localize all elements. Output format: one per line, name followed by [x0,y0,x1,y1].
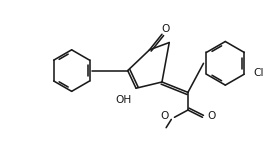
Text: O: O [161,111,169,121]
Text: O: O [208,111,216,121]
Text: Cl: Cl [254,68,264,78]
Text: O: O [161,24,169,34]
Text: OH: OH [115,95,132,105]
